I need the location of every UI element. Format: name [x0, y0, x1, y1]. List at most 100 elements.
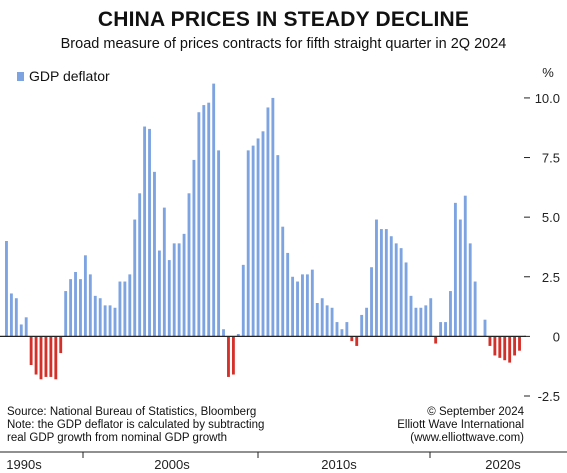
chart-bar [202, 105, 206, 337]
chart-bar [360, 314, 364, 337]
chart-bar [320, 298, 324, 337]
chart-bar [389, 236, 393, 337]
chart-bar [128, 274, 132, 337]
chart-bar [227, 336, 230, 377]
chart-bar [69, 279, 73, 337]
chart-bar [424, 305, 428, 337]
chart-bar [79, 279, 82, 337]
chart-bar [296, 281, 299, 337]
chart-bar [419, 307, 423, 337]
y-tick-label: 7.5 [542, 151, 560, 166]
chart-bar [365, 307, 369, 337]
chart-bar [88, 274, 92, 337]
chart-bar [98, 298, 102, 337]
chart-bar [231, 336, 235, 375]
y-tick-label: 0 [553, 329, 560, 344]
chart-bar [350, 336, 354, 342]
chart-bar [384, 229, 388, 337]
chart-bar [9, 293, 13, 337]
chart-bar [182, 233, 186, 337]
chart-bar [24, 317, 28, 337]
chart-bar [458, 219, 462, 337]
chart-bar [453, 202, 457, 337]
source-note-line: Note: the GDP deflator is calculated by … [7, 419, 264, 431]
chart-bar [246, 150, 250, 337]
chart-bar [330, 307, 334, 337]
chart-bar [148, 128, 151, 337]
chart-bar [5, 241, 8, 337]
chart-title: CHINA PRICES IN STEADY DECLINE [97, 8, 470, 31]
chart-bar [34, 336, 38, 375]
chart-bar [177, 243, 181, 337]
chart-bar [335, 322, 339, 337]
chart-bar [325, 305, 329, 337]
chart-bar [301, 274, 304, 337]
chart-bar [340, 329, 344, 337]
chart-bar [266, 107, 270, 337]
chart-bar [49, 336, 53, 377]
chart-bar [434, 336, 438, 344]
y-tick-label: 5.0 [542, 210, 560, 225]
x-decade-label: 2000s [154, 457, 190, 472]
chart-bar [468, 243, 472, 337]
chart-bar [315, 303, 319, 337]
chart-bar [291, 276, 295, 337]
chart-bar [59, 336, 63, 354]
chart-bar [222, 329, 225, 337]
chart-bar [83, 255, 87, 337]
chart-bar [14, 298, 18, 337]
chart-bar [498, 336, 502, 358]
chart-bar [108, 305, 112, 337]
chart-bar [379, 229, 383, 337]
chart-bar [261, 131, 265, 337]
chart-bar [39, 336, 43, 380]
chart-bar [449, 291, 452, 337]
chart-bar [74, 272, 77, 337]
chart-bar [19, 324, 23, 337]
chart-bar [162, 207, 166, 337]
chart-bar [409, 295, 413, 337]
chart-bar [429, 298, 433, 337]
y-tick-label: -2.5 [538, 389, 560, 404]
x-decade-label: 1990s [6, 457, 42, 472]
credit-line: (www.elliottwave.com) [410, 432, 524, 444]
chart-bar [153, 171, 156, 337]
chart-bar [310, 269, 314, 337]
y-axis-unit: % [542, 65, 554, 80]
chart-bar [187, 193, 191, 337]
legend-label: GDP deflator [29, 68, 110, 84]
chart-bar [286, 252, 290, 337]
chart-bar [241, 264, 245, 337]
chart-bar [518, 336, 521, 351]
chart-bar [29, 336, 33, 365]
chart-bar [271, 97, 275, 337]
chart-bar [44, 336, 48, 377]
chart-bar [370, 267, 373, 337]
chart-bar [305, 274, 309, 337]
chart-bar [236, 334, 240, 337]
chart-bar [503, 336, 507, 361]
chart-bar [54, 336, 58, 380]
chart-bar [444, 322, 447, 337]
chart-bar [157, 250, 161, 337]
chart-bar [93, 295, 97, 337]
chart-bar [439, 322, 443, 337]
chart-bar [167, 260, 171, 337]
chart-bar [197, 112, 201, 337]
credit-line: © September 2024 [427, 406, 524, 418]
chart-bar [118, 281, 122, 337]
chart-subtitle: Broad measure of prices contracts for fi… [60, 36, 507, 52]
chart-bar [488, 336, 492, 346]
chart-bar [276, 155, 280, 337]
chart-bar [207, 102, 211, 337]
chart-bar [217, 150, 221, 337]
chart-bar [463, 195, 467, 337]
source-note-line: Source: National Bureau of Statistics, B… [7, 406, 256, 418]
chart-bar [192, 159, 196, 337]
chart-bar [123, 281, 127, 337]
y-tick-label: 2.5 [542, 270, 560, 285]
credit-line: Elliott Wave International [397, 419, 524, 431]
chart-bar [394, 243, 398, 337]
chart-bar [345, 322, 349, 337]
